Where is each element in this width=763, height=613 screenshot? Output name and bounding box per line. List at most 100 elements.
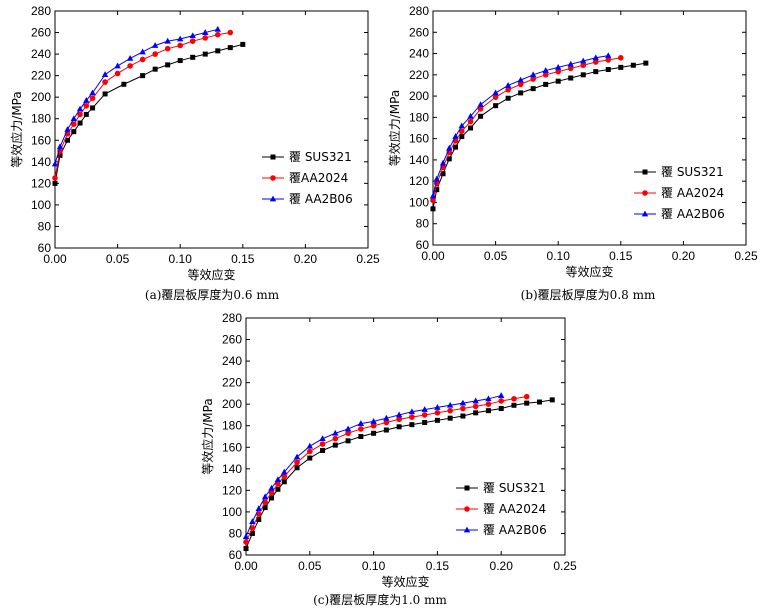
chart-panel-3: 0.00 0.05 0.10 0.15 0.20 0.25 60 80 100 120 140 160…: [200, 311, 577, 607]
y-tick-label: 280: [31, 4, 51, 18]
data-point: [421, 406, 428, 412]
legend-label: 覆AA2024: [289, 171, 348, 185]
data-point: [126, 55, 134, 61]
data-point: [83, 111, 89, 117]
legend-marker: [463, 526, 471, 533]
legend-entry: 覆 AA2B06: [456, 523, 547, 537]
data-point: [498, 392, 505, 398]
data-point: [65, 137, 71, 143]
x-tick-label: 0.20: [672, 249, 696, 263]
data-point: [177, 58, 183, 64]
data-point: [485, 395, 492, 402]
legend-entry: 覆 AA2024: [634, 186, 724, 200]
data-point: [139, 48, 146, 55]
data-point: [227, 45, 233, 51]
data-point: [189, 32, 196, 39]
legend-label: 覆 AA2024: [661, 186, 724, 200]
data-point: [319, 435, 326, 442]
legend-marker: [269, 195, 277, 202]
y-tick-label: 220: [222, 376, 242, 390]
y-tick-label: 200: [222, 397, 242, 411]
data-point: [511, 395, 517, 402]
data-point: [433, 175, 440, 182]
data-point: [567, 65, 574, 72]
series-triangle: [429, 52, 612, 199]
y-tick-label: 120: [222, 483, 242, 497]
data-point: [344, 425, 352, 432]
data-point: [396, 416, 402, 423]
data-point: [76, 105, 84, 112]
data-point: [152, 51, 158, 57]
data-point: [568, 75, 574, 81]
data-point: [452, 133, 459, 139]
data-point: [57, 152, 63, 158]
chart-panel-1: 0.00 0.05 0.10 0.15 0.20 0.25 60 80 100 120 140 160…: [9, 4, 380, 302]
data-point: [467, 112, 474, 119]
data-point: [542, 67, 549, 73]
y-tick-label: 240: [409, 47, 429, 61]
y-tick-label: 220: [31, 69, 51, 83]
legend-marker: [642, 190, 648, 196]
data-point: [505, 95, 511, 101]
legend-label: 覆 SUS321: [483, 481, 546, 495]
data-point: [468, 125, 474, 131]
x-axis-title: 等效应变: [381, 574, 429, 589]
y-tick-label: 80: [416, 217, 430, 231]
x-tick-label: 0.15: [426, 559, 450, 573]
legend-entry: 覆 AA2B06: [634, 207, 725, 221]
plot-frame: [432, 10, 747, 246]
data-point: [524, 400, 530, 406]
y-tick-label: 260: [222, 333, 242, 347]
series-line: [54, 28, 218, 165]
data-point: [139, 56, 146, 63]
data-point: [493, 103, 499, 109]
legend-entry: 覆 SUS321: [262, 150, 352, 164]
data-point: [492, 94, 499, 100]
data-point: [202, 35, 209, 41]
legend-label: 覆 SUS321: [289, 150, 352, 164]
data-point: [70, 121, 77, 127]
data-point: [383, 419, 390, 426]
data-point: [89, 95, 96, 102]
data-point: [101, 71, 109, 77]
data-point: [190, 54, 196, 60]
data-point: [274, 476, 282, 482]
data-point: [306, 442, 313, 449]
data-point: [227, 29, 234, 36]
data-point: [429, 192, 437, 199]
data-point: [477, 106, 484, 112]
data-point: [529, 71, 537, 78]
chart-caption: (a)覆层板厚度为0.6 mm: [145, 287, 280, 302]
y-axis-title: 等效应力/MPa: [387, 90, 402, 166]
series-line: [432, 55, 609, 197]
data-point: [255, 505, 262, 512]
legend-entry: 覆 AA2B06: [262, 192, 353, 206]
data-point: [543, 81, 549, 87]
data-point: [70, 115, 77, 122]
x-axis-title: 等效应变: [187, 267, 235, 282]
data-point: [275, 486, 281, 492]
data-point: [64, 126, 71, 132]
data-point: [358, 434, 364, 439]
data-point: [275, 481, 281, 487]
data-point: [152, 66, 158, 72]
data-point: [256, 516, 262, 522]
data-point: [430, 206, 436, 212]
plot-frame: [245, 317, 566, 556]
y-tick-label: 140: [409, 153, 429, 167]
data-point: [243, 539, 249, 545]
series-line: [54, 43, 243, 184]
data-point: [395, 411, 403, 418]
series-circle: [430, 55, 624, 204]
series-triangle: [51, 25, 221, 167]
data-point: [409, 414, 415, 420]
plot-frame: [54, 10, 369, 249]
data-point: [214, 31, 221, 38]
chart-panel-2: 0.00 0.05 0.10 0.15 0.20 0.25 60 80 100 120 140 160…: [387, 4, 758, 302]
data-point: [518, 90, 524, 96]
data-point: [447, 415, 453, 421]
data-point: [434, 417, 440, 423]
data-point: [593, 69, 599, 75]
data-point: [294, 459, 300, 466]
